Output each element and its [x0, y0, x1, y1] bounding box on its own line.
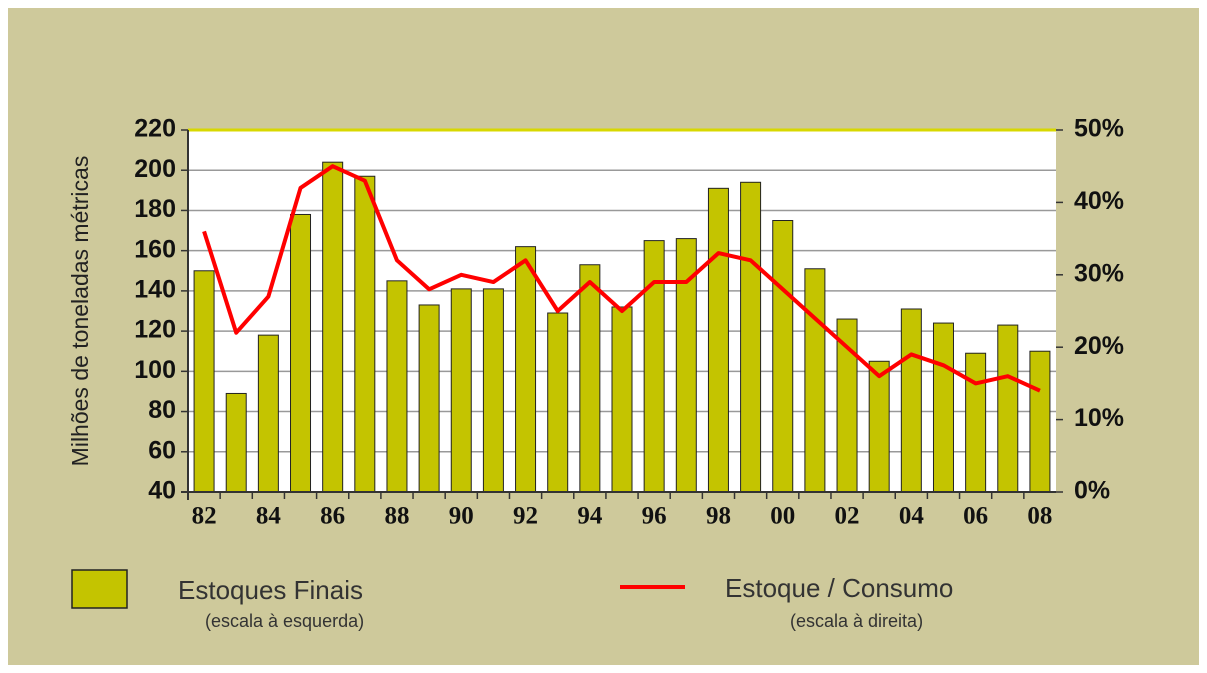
- bar: [740, 181, 762, 493]
- bar: [965, 352, 987, 493]
- y-tick-label: 120: [134, 316, 176, 344]
- x-tick-label: 98: [706, 503, 731, 530]
- bar: [707, 187, 729, 493]
- bar: [322, 161, 344, 493]
- x-tick-label: 08: [1027, 503, 1052, 530]
- legend-note: (escala à direita): [790, 611, 923, 631]
- y-tick-label: 40: [148, 477, 176, 505]
- x-tick-label: 90: [449, 503, 474, 530]
- bar: [900, 308, 922, 493]
- x-tick-label: 84: [256, 503, 282, 530]
- bar: [515, 246, 537, 493]
- bar: [579, 264, 601, 493]
- line: [202, 164, 1041, 393]
- y2-tick-label: 50%: [1074, 115, 1124, 143]
- y-tick-label: 160: [134, 235, 176, 263]
- x-tick-label: 82: [192, 503, 217, 530]
- x-tick-label: 86: [320, 503, 345, 530]
- y-tick-label: 220: [134, 115, 176, 143]
- y2-tick-label: 0%: [1074, 477, 1110, 505]
- y-tick-label: 180: [134, 195, 176, 223]
- bar: [386, 280, 408, 493]
- y-tick-label: 80: [148, 396, 176, 424]
- legend-note: (escala à esquerda): [205, 611, 364, 631]
- bar: [257, 334, 279, 493]
- legend-label: Estoque / Consumo: [725, 573, 953, 603]
- x-tick-label: 04: [899, 503, 925, 530]
- legend-label: Estoques Finais: [178, 575, 363, 605]
- bar: [290, 213, 312, 493]
- bar: [547, 312, 569, 493]
- x-tick-label: 00: [770, 503, 795, 530]
- y2-tick-label: 40%: [1074, 187, 1124, 215]
- y-tick-label: 60: [148, 436, 176, 464]
- bar: [482, 288, 504, 493]
- y-tick-label: 140: [134, 275, 176, 303]
- y-axis-label: Milhões de toneladas métricas: [67, 156, 93, 467]
- y2-tick-label: 10%: [1074, 404, 1124, 432]
- y2-tick-label: 20%: [1074, 332, 1124, 360]
- x-tick-label: 94: [577, 503, 603, 530]
- bar: [1029, 350, 1051, 493]
- x-tick-label: 06: [963, 503, 988, 530]
- bar: [643, 240, 665, 493]
- legend-swatch: [71, 569, 128, 609]
- y2-tick-label: 30%: [1074, 259, 1124, 287]
- bar: [225, 392, 247, 493]
- x-tick-label: 88: [384, 503, 409, 530]
- bar: [611, 306, 633, 493]
- bar: [450, 288, 472, 493]
- bar: [997, 324, 1019, 493]
- x-tick-label: 92: [513, 503, 538, 530]
- bar: [804, 268, 826, 493]
- y-tick-label: 200: [134, 155, 176, 183]
- bar: [418, 304, 440, 493]
- bar: [868, 360, 890, 493]
- bar: [932, 322, 954, 493]
- bar: [193, 270, 215, 493]
- bar: [772, 220, 794, 493]
- x-tick-label: 96: [642, 503, 667, 530]
- y-tick-label: 100: [134, 356, 176, 384]
- bar: [354, 175, 376, 493]
- x-tick-label: 02: [835, 503, 860, 530]
